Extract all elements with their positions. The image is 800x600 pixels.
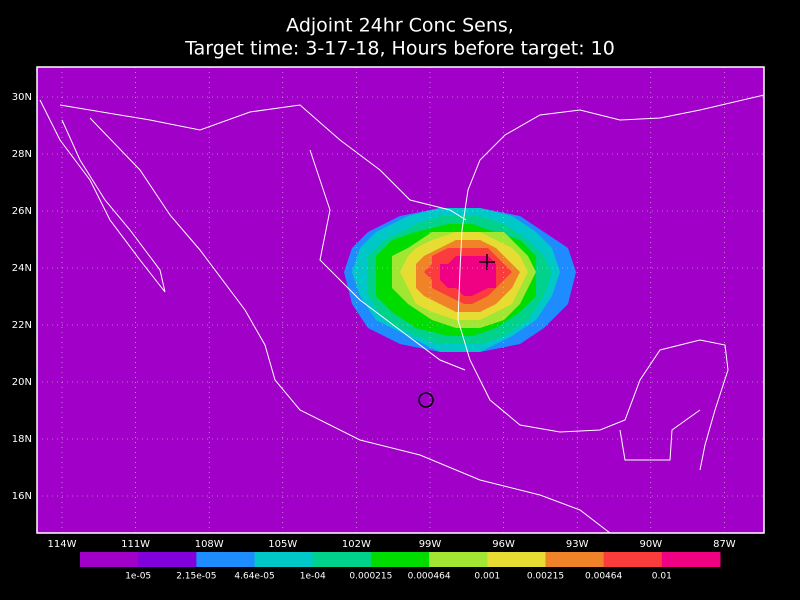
colorbar-swatch xyxy=(370,552,430,567)
coastlines xyxy=(39,94,765,534)
lon-label: 99W xyxy=(419,539,442,550)
lat-label: 20N xyxy=(12,377,32,388)
colorbar-label: 4.64e-05 xyxy=(234,572,274,582)
colorbar-swatch xyxy=(545,552,605,567)
lon-label: 105W xyxy=(268,539,297,550)
colorbar-label: 0.00464 xyxy=(585,572,622,582)
colorbar-label: 1e-05 xyxy=(125,572,151,582)
lat-label: 30N xyxy=(12,92,32,103)
source-marker xyxy=(418,392,434,408)
lon-label: 111W xyxy=(121,539,150,550)
border xyxy=(59,104,467,221)
lon-label: 102W xyxy=(342,539,371,550)
colorbar-swatch xyxy=(661,552,721,567)
colorbar-swatch xyxy=(80,552,139,567)
contour-fill xyxy=(440,256,496,296)
colorbar-swatch xyxy=(603,552,663,567)
border xyxy=(309,149,466,371)
lon-label: 87W xyxy=(713,539,736,550)
title-line: Adjoint 24hr Conc Sens, xyxy=(286,15,514,37)
lat-label: 24N xyxy=(12,263,32,274)
colorbar-label: 0.000215 xyxy=(349,572,392,582)
colorbar-swatch xyxy=(254,552,314,567)
lon-label: 90W xyxy=(639,539,662,550)
coastline xyxy=(457,94,765,471)
colorbar-label: 0.00215 xyxy=(527,572,564,582)
coastline xyxy=(89,117,611,534)
lat-label: 26N xyxy=(12,206,32,217)
lon-label: 93W xyxy=(566,539,589,550)
sensitivity-field xyxy=(344,208,576,352)
target-marker xyxy=(479,254,495,270)
markers xyxy=(418,254,495,408)
colorbar-swatch xyxy=(312,552,372,567)
border xyxy=(619,409,701,461)
colorbar-swatch xyxy=(138,552,197,567)
colorbar-label: 0.001 xyxy=(474,572,500,582)
coastline xyxy=(39,99,166,293)
lon-label: 108W xyxy=(195,539,224,550)
lat-label: 22N xyxy=(12,320,32,331)
colorbar-label: 1e-04 xyxy=(300,572,326,582)
colorbar-label: 0.000464 xyxy=(408,572,451,582)
colorbar-swatch xyxy=(487,552,546,567)
lat-label: 28N xyxy=(12,149,32,160)
colorbar-label: 2.15e-05 xyxy=(176,572,216,582)
lat-label: 18N xyxy=(12,434,32,445)
title-line: Target time: 3-17-18, Hours before targe… xyxy=(184,38,615,60)
lon-label: 96W xyxy=(492,539,515,550)
lon-label: 114W xyxy=(48,539,77,550)
colorbar-swatch xyxy=(429,552,488,567)
colorbar-swatch xyxy=(196,552,256,567)
colorbar-label: 0.01 xyxy=(652,572,672,582)
lat-label: 16N xyxy=(12,491,32,502)
map-frame xyxy=(36,66,765,534)
